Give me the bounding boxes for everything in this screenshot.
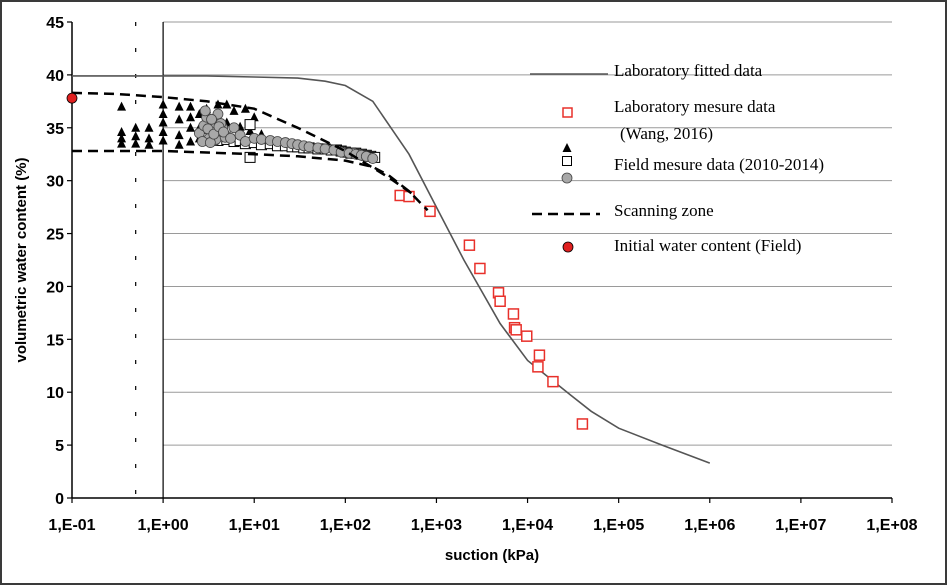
field-triangle-point (144, 122, 154, 132)
legend-field-label: Field mesure data (2010-2014) (614, 155, 824, 174)
legend-field-square-swatch (562, 156, 572, 166)
field-circle-point (319, 143, 331, 155)
field-triangle-point (144, 139, 154, 149)
axes (67, 21, 893, 503)
field-triangle-point (117, 138, 127, 148)
legend-lab-swatch (562, 107, 573, 118)
field-triangle-point (131, 138, 141, 148)
scanning-boundary-lower (72, 149, 429, 212)
field-square-point (244, 151, 256, 163)
legend-initial-label: Initial water content (Field) (614, 236, 801, 255)
field-triangle-point (131, 131, 141, 141)
field-triangle-point (249, 112, 259, 122)
field-circle-point (303, 141, 315, 153)
field-triangle-point (158, 135, 168, 145)
field-circle-point (367, 153, 379, 164)
field-circle-point (256, 134, 267, 145)
field-triangle-point (186, 112, 196, 122)
grid (163, 21, 892, 446)
field-triangle-point (240, 103, 250, 113)
lab-point (474, 262, 486, 275)
legend: Laboratory fitted data Laboratory mesure … (530, 61, 824, 255)
x-tick-label: 1,E+04 (502, 517, 553, 534)
field-triangle-point (158, 117, 168, 127)
field-triangle-point (245, 125, 255, 135)
field-triangle-point (158, 127, 168, 137)
x-tick-label: 1,E+00 (138, 517, 189, 534)
field-triangle-point (144, 133, 154, 143)
x-tick-label: 1,E-01 (48, 517, 95, 534)
field-triangle-point (222, 99, 232, 109)
field-circle-point (225, 132, 236, 144)
field-triangle-point (117, 127, 127, 137)
legend-initial-swatch (562, 241, 574, 253)
legend-lab-label: (Wang, 2016) (620, 124, 713, 143)
lab-point (494, 295, 506, 308)
x-tick-label: 1,E+08 (866, 517, 917, 534)
y-tick-label: 5 (55, 438, 64, 455)
x-tick-label: 1,E+03 (411, 517, 462, 534)
field-triangle-point (117, 101, 127, 111)
field-triangle-point (174, 114, 184, 124)
x-tick-label: 1,E+02 (320, 517, 371, 534)
field-circle-point (218, 126, 229, 138)
field-circle-point (206, 113, 217, 125)
y-tick-label: 45 (46, 15, 64, 32)
field-triangle-point (158, 99, 168, 109)
x-tick-label: 1,E+06 (684, 517, 735, 534)
field-triangle-point (117, 133, 127, 143)
field-triangle-point (174, 130, 184, 140)
lab-point (533, 349, 546, 361)
field-triangle-point (174, 101, 184, 111)
y-tick-label: 0 (55, 491, 64, 508)
lab-point (532, 361, 544, 373)
x-tick-label: 1,E+07 (775, 517, 826, 534)
y-tick-label: 25 (46, 227, 64, 244)
field-triangle-point (131, 122, 141, 132)
field-triangle-point (186, 136, 196, 146)
field-square-point (244, 119, 256, 131)
y-tick-label: 40 (46, 68, 64, 85)
x-axis-title: suction (kPa) (445, 547, 539, 564)
legend-field-circle-swatch (561, 172, 573, 184)
y-tick-label: 30 (46, 174, 64, 191)
field-triangle-point (174, 139, 184, 149)
field-triangle-point (186, 101, 196, 111)
field-circle-point (199, 105, 211, 117)
lab-point (424, 205, 436, 218)
y-axis-title: volumetric water content (%) (13, 157, 30, 362)
legend-fitted-label: Laboratory fitted data (614, 61, 763, 80)
lab-point (547, 375, 559, 388)
field-triangle-point (186, 122, 196, 132)
legend-lab-label: Laboratory mesure data (614, 97, 776, 116)
x-tick-label: 1,E+01 (229, 517, 280, 534)
lab-point (463, 239, 476, 251)
legend-field-triangle-swatch (562, 143, 572, 152)
field-circle-point (228, 122, 240, 134)
fitted-curve (72, 75, 711, 464)
field-triangle-point (158, 109, 168, 119)
y-tick-label: 10 (46, 385, 64, 402)
field-triangle-point (229, 105, 239, 115)
scanning-boundary-upper (71, 91, 417, 198)
lab-point (521, 330, 533, 342)
y-tick-label: 15 (46, 332, 64, 349)
x-tick-label: 1,E+05 (593, 517, 644, 534)
lab-point (510, 324, 522, 336)
legend-scanning-label: Scanning zone (614, 201, 714, 220)
lab-point (507, 308, 520, 320)
lab-point (576, 418, 589, 430)
y-tick-label: 35 (46, 121, 64, 138)
series-layer (66, 75, 711, 464)
tick-labels: 0 5 10 15 20 25 30 35 40 45 1,E-01 1,E+00 1,E+01 1,E+… (46, 15, 917, 534)
y-tick-label: 20 (46, 279, 64, 296)
initial-point (66, 92, 78, 104)
